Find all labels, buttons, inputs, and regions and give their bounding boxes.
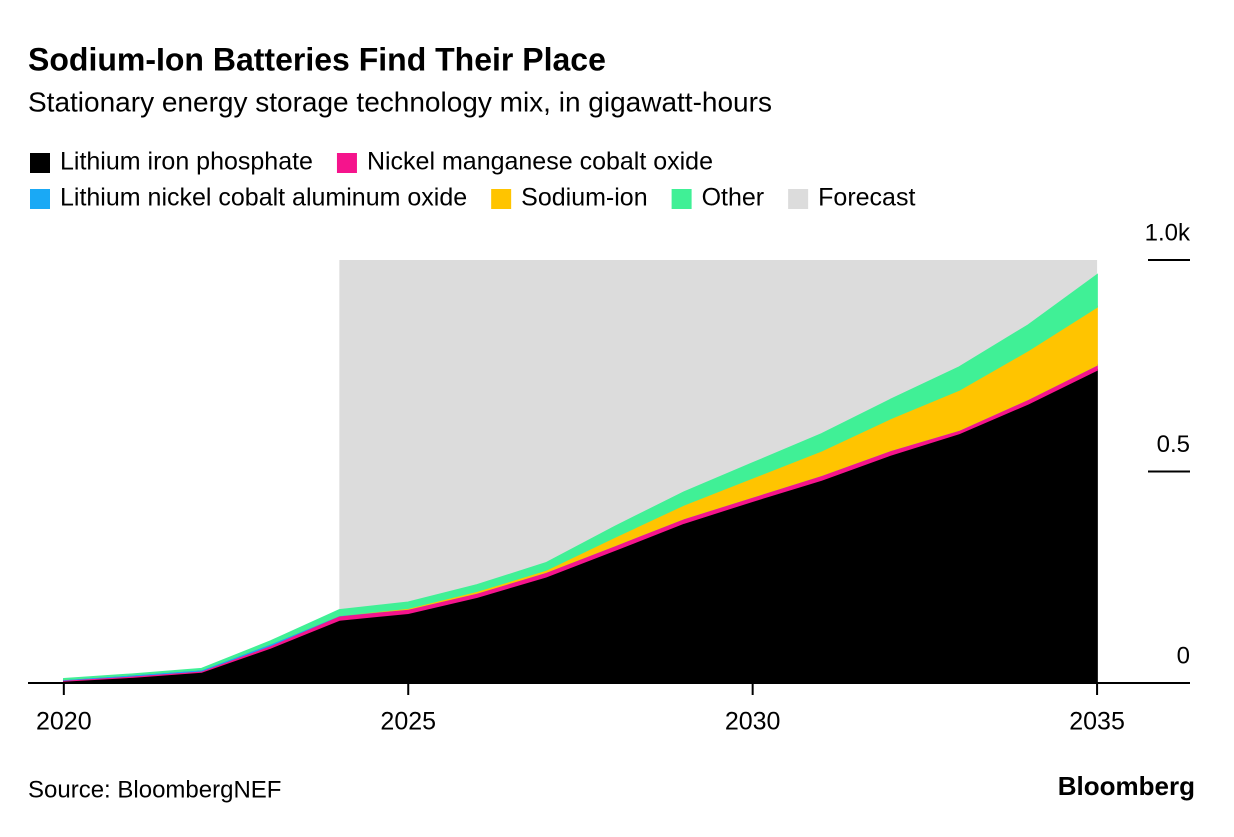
brand: Bloomberg [1058,771,1195,801]
y-tick-label: 0.5 [1157,431,1190,458]
legend-label: Other [702,184,765,212]
legend-label: Lithium iron phosphate [60,148,313,176]
y-tick-label: 1.0k [1145,219,1191,246]
y-tick-label: 0 [1177,642,1190,669]
legend-label: Lithium nickel cobalt aluminum oxide [60,184,467,212]
legend-swatch [788,189,809,209]
x-tick-label: 2025 [380,708,436,736]
legend-label: Forecast [818,184,915,212]
chart-title: Sodium-Ion Batteries Find Their Place [28,41,606,77]
x-tick-label: 2030 [725,708,781,736]
source: Source: BloombergNEF [28,776,281,803]
legend-swatch [491,189,512,209]
legend-swatch [30,189,50,209]
x-tick-label: 2035 [1069,708,1125,736]
x-tick-label: 2020 [36,708,92,736]
legend-swatch [671,189,692,209]
chart-subtitle: Stationary energy storage technology mix… [28,86,772,117]
area [63,273,1098,681]
legend-swatch [30,153,50,173]
legend-label: Sodium-ion [521,184,647,212]
legend-label: Nickel manganese cobalt oxide [367,148,713,176]
legend-swatch [336,153,357,173]
